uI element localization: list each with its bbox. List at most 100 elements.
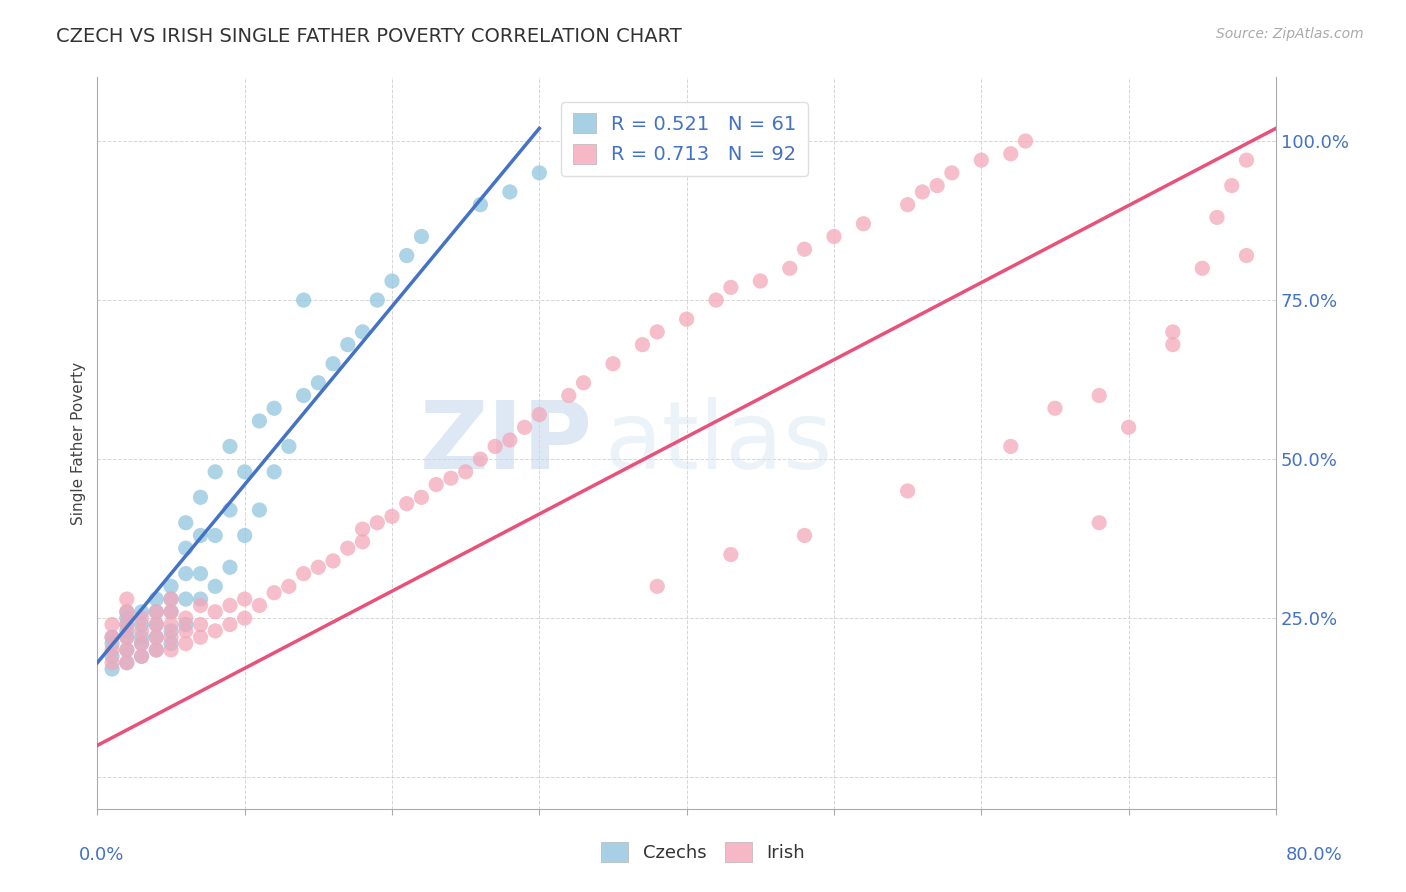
Point [204, 579, 226, 593]
Point [233, 592, 256, 607]
Point [131, 624, 153, 638]
Point [131, 605, 153, 619]
Text: atlas: atlas [605, 397, 832, 489]
Text: 80.0%: 80.0% [1286, 846, 1343, 863]
Y-axis label: Single Father Poverty: Single Father Poverty [72, 361, 86, 524]
Point [1088, 388, 1111, 402]
Point [219, 617, 242, 632]
Point [233, 465, 256, 479]
Point [454, 465, 477, 479]
Point [352, 522, 374, 536]
Point [115, 630, 138, 644]
Point [336, 337, 359, 351]
Point [263, 585, 285, 599]
Point [249, 503, 271, 517]
Point [529, 408, 551, 422]
Point [277, 579, 299, 593]
Point [263, 465, 285, 479]
Point [115, 624, 138, 638]
Point [793, 242, 815, 256]
Point [411, 491, 433, 505]
Text: Source: ZipAtlas.com: Source: ZipAtlas.com [1216, 27, 1364, 41]
Text: ZIP: ZIP [419, 397, 592, 489]
Point [160, 643, 183, 657]
Point [160, 592, 183, 607]
Point [1206, 211, 1229, 225]
Point [425, 477, 447, 491]
Point [160, 579, 183, 593]
Point [145, 605, 167, 619]
Point [131, 649, 153, 664]
Point [174, 624, 197, 638]
Point [101, 617, 124, 632]
Point [307, 560, 329, 574]
Point [160, 617, 183, 632]
Point [190, 566, 212, 581]
Point [131, 630, 153, 644]
Point [352, 534, 374, 549]
Point [292, 388, 315, 402]
Point [645, 325, 668, 339]
Point [160, 630, 183, 644]
Point [749, 274, 772, 288]
Point [720, 548, 742, 562]
Point [145, 592, 167, 607]
Point [190, 617, 212, 632]
Point [292, 293, 315, 307]
Point [115, 617, 138, 632]
Point [174, 637, 197, 651]
Point [1118, 420, 1140, 434]
Point [190, 491, 212, 505]
Point [529, 166, 551, 180]
Point [101, 630, 124, 644]
Point [101, 643, 124, 657]
Point [1088, 516, 1111, 530]
Point [131, 649, 153, 664]
Point [174, 516, 197, 530]
Point [292, 566, 315, 581]
Point [395, 497, 418, 511]
Point [366, 293, 388, 307]
Point [395, 249, 418, 263]
Point [1220, 178, 1243, 193]
Point [145, 605, 167, 619]
Point [174, 617, 197, 632]
Point [645, 579, 668, 593]
Point [513, 420, 536, 434]
Point [115, 656, 138, 670]
Point [115, 605, 138, 619]
Point [115, 643, 138, 657]
Point [174, 592, 197, 607]
Point [720, 280, 742, 294]
Point [897, 483, 920, 498]
Point [366, 516, 388, 530]
Point [160, 637, 183, 651]
Point [204, 528, 226, 542]
Point [411, 229, 433, 244]
Text: CZECH VS IRISH SINGLE FATHER POVERTY CORRELATION CHART: CZECH VS IRISH SINGLE FATHER POVERTY COR… [56, 27, 682, 45]
Point [219, 503, 242, 517]
Point [704, 293, 727, 307]
Point [145, 643, 167, 657]
Point [219, 599, 242, 613]
Point [115, 617, 138, 632]
Point [249, 599, 271, 613]
Point [204, 605, 226, 619]
Point [675, 312, 697, 326]
Point [174, 566, 197, 581]
Point [322, 357, 344, 371]
Point [779, 261, 801, 276]
Point [352, 325, 374, 339]
Point [115, 611, 138, 625]
Point [1161, 337, 1184, 351]
Point [190, 592, 212, 607]
Point [101, 649, 124, 664]
Point [941, 166, 963, 180]
Point [145, 617, 167, 632]
Point [174, 541, 197, 556]
Point [101, 656, 124, 670]
Point [970, 153, 993, 168]
Point [572, 376, 595, 390]
Point [131, 611, 153, 625]
Point [631, 337, 654, 351]
